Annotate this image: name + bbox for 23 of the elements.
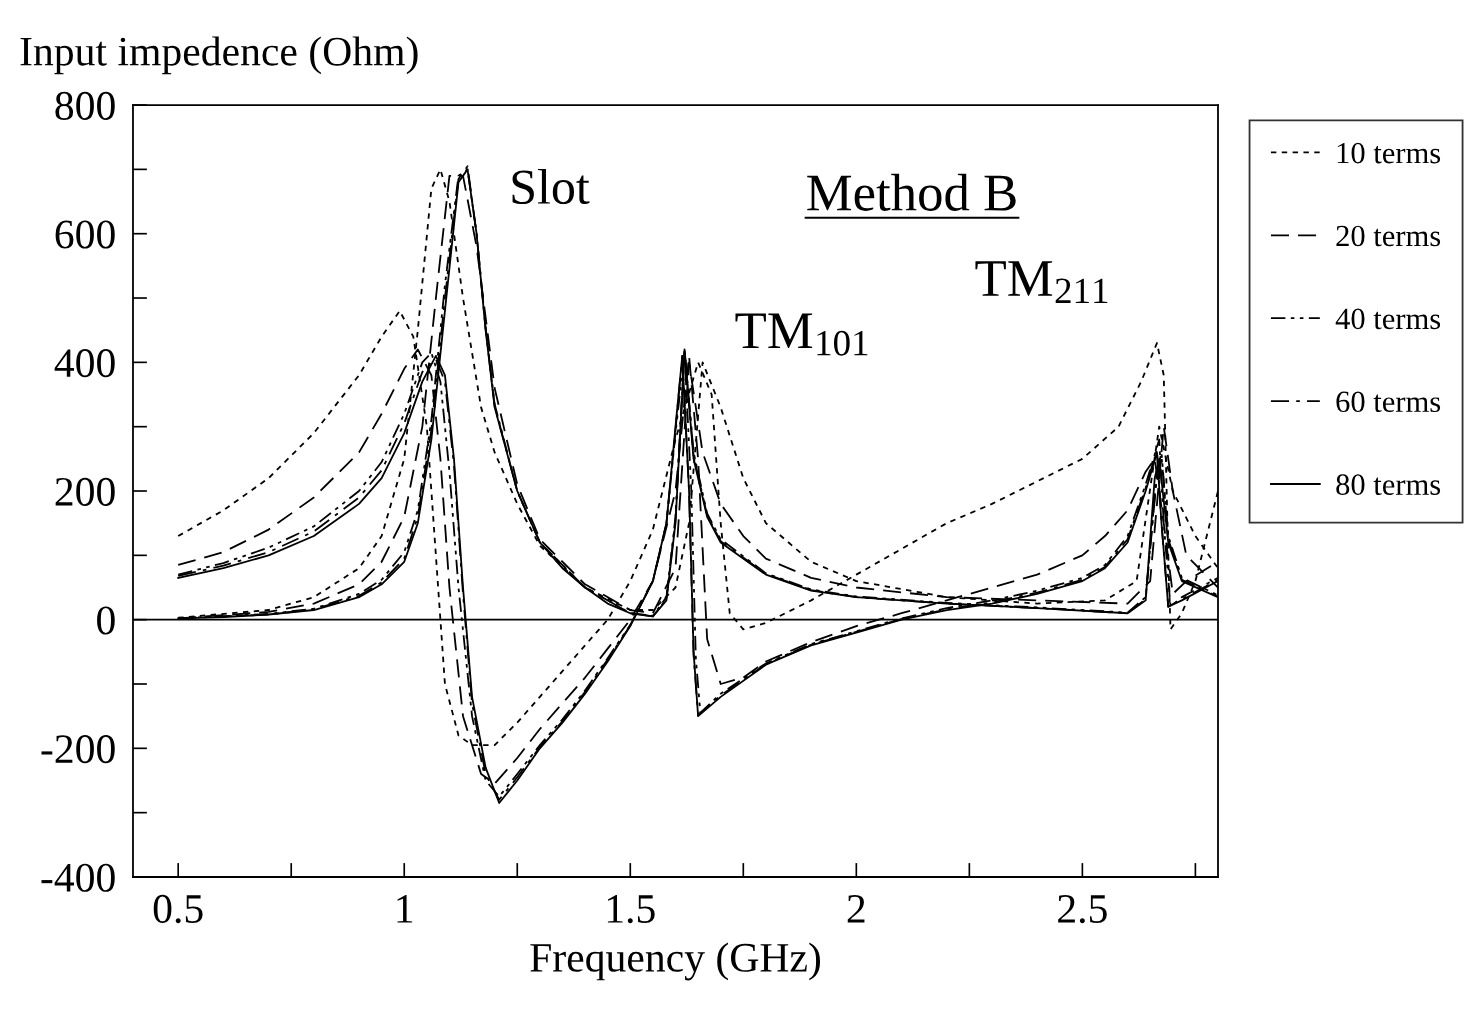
annotation: Slot bbox=[512, 168, 590, 205]
annotation: Method B bbox=[807, 173, 1016, 211]
annotation: TM$_{211}$ bbox=[975, 261, 1108, 304]
annotation: TM$_{101}$ bbox=[735, 313, 868, 356]
y-tick-label: -200 bbox=[41, 735, 115, 764]
legend-label: 60 terms bbox=[1336, 391, 1441, 413]
y-tick-label: 0 bbox=[97, 606, 115, 635]
legend-label: 40 terms bbox=[1335, 308, 1441, 330]
y-tick-label: 800 bbox=[55, 91, 115, 120]
y-tick-label: 600 bbox=[55, 220, 115, 249]
y-tick-label: 400 bbox=[54, 349, 115, 378]
x-tick-label: 1 bbox=[397, 895, 413, 923]
x-tick-label: 1.5 bbox=[607, 895, 655, 924]
y-tick-label: -400 bbox=[41, 863, 115, 892]
x-tick-label: 2 bbox=[847, 894, 865, 923]
legend-label: 10 terms bbox=[1337, 142, 1441, 164]
x-tick-label: 0.5 bbox=[153, 894, 203, 924]
x-axis-title: Frequency (GHz) bbox=[530, 942, 821, 981]
x-tick-label: 2.5 bbox=[1058, 894, 1107, 924]
legend-label: 20 terms bbox=[1336, 225, 1441, 247]
y-tick-label: 200 bbox=[55, 477, 115, 506]
y-axis-title: Input impedence (Ohm) bbox=[20, 36, 418, 75]
legend-label: 80 terms bbox=[1336, 474, 1441, 495]
